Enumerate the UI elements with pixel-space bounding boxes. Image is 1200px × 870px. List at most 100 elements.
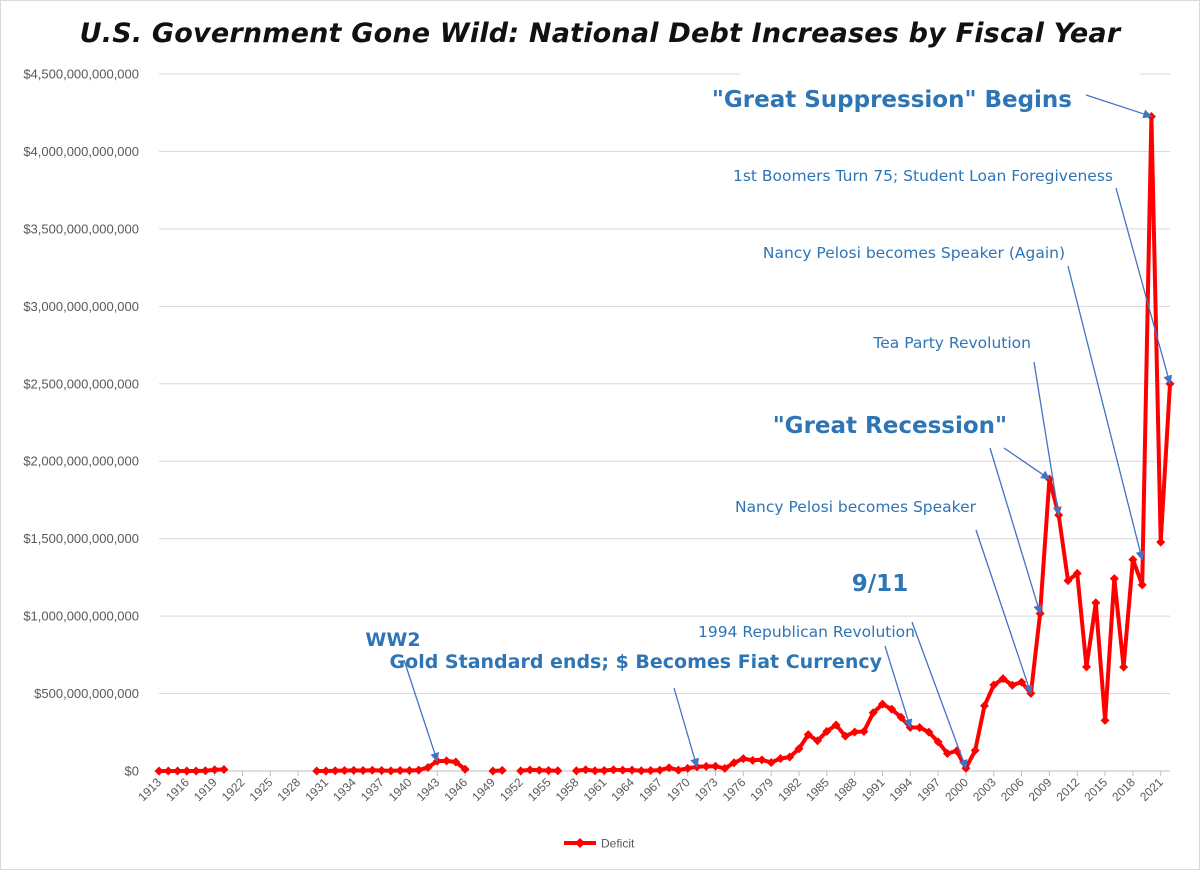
x-tick-label: 2015	[1081, 775, 1110, 804]
annotation-label: Tea Party Revolution	[872, 334, 1031, 352]
data-point	[581, 765, 591, 775]
data-point	[1091, 598, 1101, 608]
x-tick-label: 2000	[942, 775, 971, 804]
x-tick-label: 1991	[859, 775, 888, 804]
data-point	[1128, 555, 1138, 565]
data-point	[219, 764, 229, 774]
data-point	[1063, 576, 1073, 586]
data-point	[1156, 537, 1166, 547]
data-point	[571, 766, 581, 776]
data-point	[840, 731, 850, 741]
annotation-arrow	[673, 687, 700, 768]
y-tick-label: $500,000,000,000	[34, 686, 139, 701]
data-point	[182, 766, 192, 776]
data-point	[924, 727, 934, 737]
data-point	[423, 762, 433, 772]
annotation-arrow	[884, 645, 913, 729]
annotation-arrow	[975, 529, 1033, 695]
x-tick-label: 1919	[191, 775, 220, 804]
annotation-label: Gold Standard ends; $ Becomes Fiat Curre…	[390, 651, 883, 673]
data-point	[1072, 568, 1082, 578]
x-tick-label: 1997	[914, 775, 943, 804]
data-point	[210, 765, 220, 775]
x-tick-label: 2018	[1109, 775, 1138, 804]
data-point	[377, 766, 387, 776]
x-tick-label: 1925	[247, 775, 276, 804]
annotations: "Great Suppression" Begins 1st Boomers Tu…	[365, 70, 1173, 770]
data-point	[1082, 662, 1092, 672]
data-point	[1119, 662, 1129, 672]
data-point	[794, 744, 804, 754]
data-point	[404, 766, 414, 776]
data-point	[803, 730, 813, 740]
data-point	[516, 766, 526, 776]
data-point	[738, 754, 748, 764]
data-point	[321, 766, 331, 776]
data-point	[813, 736, 823, 746]
annotation-label: 9/11	[852, 571, 908, 597]
data-point	[1100, 715, 1110, 725]
x-tick-label: 1955	[525, 775, 554, 804]
data-point	[173, 766, 183, 776]
data-point	[785, 752, 795, 762]
x-tick-label: 1988	[831, 775, 860, 804]
annotation-label: "Great Suppression" Begins	[712, 87, 1072, 113]
data-point	[915, 722, 925, 732]
x-tick-label: 1943	[414, 775, 443, 804]
data-point	[544, 766, 554, 776]
data-point	[1007, 680, 1017, 690]
annotation-arrow	[1033, 361, 1062, 517]
y-tick-label: $4,000,000,000,000	[23, 144, 139, 159]
legend-swatch-marker	[575, 838, 585, 848]
data-point	[711, 761, 721, 771]
data-point	[766, 757, 776, 767]
annotation-arrow	[1115, 187, 1173, 385]
annotation-arrow	[989, 447, 1043, 615]
data-point	[933, 737, 943, 747]
x-tick-label: 1931	[302, 775, 331, 804]
x-tick-label: 1913	[135, 775, 164, 804]
data-point	[1017, 677, 1027, 687]
data-point	[627, 765, 637, 775]
annotation-label: WW2	[365, 629, 420, 651]
x-tick-label: 1922	[219, 775, 248, 804]
data-point	[729, 758, 739, 768]
x-tick-label: 2009	[1026, 775, 1055, 804]
data-point	[312, 766, 322, 776]
annotation-arrow	[1067, 265, 1145, 561]
annotation-label: Nancy Pelosi becomes Speaker (Again)	[763, 244, 1065, 262]
data-point	[655, 765, 665, 775]
x-tick-label: 1952	[497, 775, 526, 804]
y-tick-label: $0	[125, 764, 139, 779]
x-tick-label: 1967	[636, 775, 665, 804]
data-point	[154, 766, 164, 776]
y-tick-label: $1,500,000,000,000	[23, 531, 139, 546]
data-point	[748, 755, 758, 765]
data-point	[442, 756, 452, 766]
legend-label: Deficit	[601, 837, 635, 851]
y-tick-label: $2,000,000,000,000	[23, 454, 139, 469]
data-point	[608, 765, 618, 775]
data-point	[497, 765, 507, 775]
data-point	[488, 766, 498, 776]
data-point	[757, 755, 767, 765]
data-point	[340, 766, 350, 776]
data-point	[553, 766, 563, 776]
x-tick-label: 2021	[1137, 775, 1166, 804]
x-axis-ticks: 1913 1916 1919 1922 1925 1928 1931 1934 1937 1940…	[135, 771, 1166, 804]
data-point	[775, 753, 785, 763]
series-deficit	[154, 111, 1175, 776]
data-point	[683, 763, 693, 773]
data-point	[636, 766, 646, 776]
y-tick-label: $3,500,000,000,000	[23, 221, 139, 236]
data-point	[534, 765, 544, 775]
data-point	[200, 766, 210, 776]
data-point	[859, 727, 869, 737]
data-point	[525, 765, 535, 775]
annotation-label: 1st Boomers Turn 75; Student Loan Foregi…	[733, 167, 1113, 185]
data-point	[163, 766, 173, 776]
x-tick-label: 1961	[581, 775, 610, 804]
annotation-arrow	[1003, 447, 1051, 480]
data-point	[998, 674, 1008, 684]
